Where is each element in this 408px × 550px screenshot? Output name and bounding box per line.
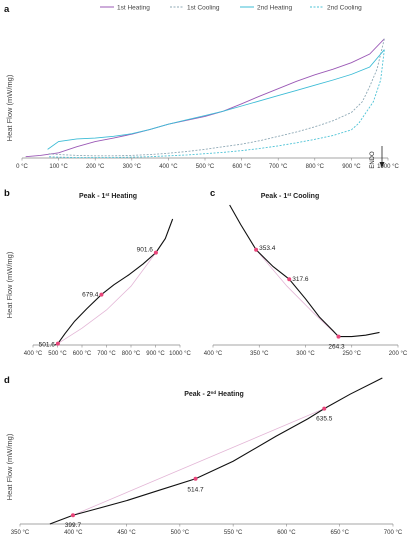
panel-a-tick-label: 200 °C (86, 164, 105, 170)
panel-b-baseline (57, 252, 157, 344)
panel-c-plot: 400 °C 350 °C 300 °C 250 °C 200 °C 353.4 317.6… (204, 204, 408, 357)
panel-a-tick-label: 1000 °C (377, 164, 399, 170)
panel-b-peak-point (99, 292, 104, 297)
panel-a-tick-label: 300 °C (123, 164, 142, 170)
series-line-2 (47, 38, 385, 157)
panel-d-baseline (72, 408, 325, 516)
panel-c-peak-point (254, 247, 259, 252)
panel-b: b Peak - 1st Heating Heat Flow (mW/mg) 4… (4, 188, 192, 357)
panel-d-plot: 350 °C 400 °C 450 °C 500 °C 550 °C 600 °C 650 … (11, 377, 403, 536)
panel-c: c Peak - 1st Cooling 400 °C 350 °C 300 °C 2… (204, 188, 408, 357)
panel-d-title: Peak - 2nd Heating (184, 390, 244, 399)
panel-c-tick-label: 300 °C (296, 351, 315, 357)
series-line-3 (47, 49, 385, 150)
legend-label: 1st Heating (117, 5, 150, 12)
panel-a-legend: 1st Heating 1st Cooling 2nd Heating 2nd Coo… (100, 5, 362, 12)
panel-a: a 1st Heating 1st Cooling 2nd Heating 2nd C… (4, 4, 400, 170)
panel-a-tick-label: 900 °C (342, 164, 361, 170)
panel-d-letter: d (4, 375, 10, 386)
panel-b-tick-label: 600 °C (73, 351, 92, 357)
panel-a-tick-label: 700 °C (269, 164, 288, 170)
series-line-4 (47, 49, 385, 159)
panel-b-curve (54, 218, 174, 346)
panel-b-tick-label: 500 °C (48, 351, 67, 357)
panel-d-tick-label: 650 °C (331, 530, 350, 536)
panel-a-tick-label: 500 °C (196, 164, 215, 170)
panel-b-ylabel: Heat Flow (mW/mg) (5, 251, 14, 318)
panel-a-tick-label: 600 °C (232, 164, 251, 170)
panel-a-ylabel: Heat Flow (mW/mg) (5, 74, 14, 141)
panel-b-point-label: 901.6 (137, 247, 154, 254)
panel-c-baseline (255, 249, 339, 337)
endo-indicator: ENDO (370, 146, 385, 169)
panel-c-point-label: 264.3 (328, 344, 345, 351)
endo-arrow-icon (379, 162, 385, 168)
panel-b-tick-label: 1000 °C (169, 351, 191, 357)
endo-label: ENDO (370, 151, 376, 169)
panel-d-point-label: 635.5 (316, 416, 333, 423)
panel-d-point-label: 514.7 (187, 487, 204, 494)
panel-c-peak-point (287, 277, 292, 282)
panel-a-tick-label: 0 °C (16, 164, 28, 170)
panel-d-tick-label: 400 °C (64, 530, 83, 536)
panel-b-plot: 400 °C 500 °C 600 °C 700 °C 800 °C 900 °C 1000… (24, 218, 192, 357)
panel-c-peak-point (336, 334, 341, 339)
panel-d-ylabel: Heat Flow (mW/mg) (5, 433, 14, 500)
panel-b-peak-point (55, 341, 60, 346)
panel-d-peak-point (322, 406, 327, 411)
panel-d-peak-point (70, 513, 75, 518)
panel-d-curve (49, 377, 383, 525)
panel-a-tick-label: 800 °C (306, 164, 325, 170)
panel-b-title: Peak - 1st Heating (79, 192, 137, 201)
panel-c-tick-label: 250 °C (343, 351, 362, 357)
legend-label: 2nd Heating (257, 5, 292, 12)
panel-c-tick-label: 200 °C (389, 351, 408, 357)
panel-d-tick-label: 450 °C (117, 530, 136, 536)
panel-c-point-label: 353.4 (259, 245, 276, 252)
panel-d-tick-label: 350 °C (11, 530, 30, 536)
panel-d: d Peak - 2nd Heating Heat Flow (mW/mg) 3… (4, 375, 403, 536)
panel-b-tick-label: 900 °C (146, 351, 165, 357)
panel-c-title: Peak - 1st Cooling (261, 192, 319, 201)
panel-a-plot: 0 °C 100 °C 200 °C 300 °C 400 °C 500 °C 600 °C… (16, 38, 400, 170)
panel-b-tick-label: 800 °C (122, 351, 141, 357)
panel-c-tick-label: 350 °C (250, 351, 269, 357)
panel-a-tick-label: 100 °C (49, 164, 68, 170)
panel-c-point-label: 317.6 (292, 276, 309, 283)
panel-d-tick-label: 600 °C (277, 530, 296, 536)
panel-b-peak-point (153, 250, 158, 255)
panel-c-letter: c (210, 188, 215, 199)
panel-a-tick-label: 400 °C (159, 164, 178, 170)
panel-c-curve (229, 204, 380, 338)
series-line-1 (25, 38, 385, 158)
panel-d-tick-label: 700 °C (384, 530, 403, 536)
panel-b-point-label: 501.6 (39, 342, 56, 349)
panel-b-letter: b (4, 188, 10, 199)
panel-b-tick-label: 700 °C (97, 351, 116, 357)
panel-d-tick-label: 500 °C (171, 530, 190, 536)
panel-a-letter: a (4, 4, 10, 15)
panel-c-tick-label: 400 °C (204, 351, 223, 357)
legend-label: 2nd Cooling (327, 5, 362, 12)
panel-d-point-label: 399.7 (65, 522, 82, 529)
legend-label: 1st Cooling (187, 5, 220, 12)
panel-d-peak-point (193, 476, 198, 481)
panel-d-tick-label: 550 °C (224, 530, 243, 536)
panel-b-point-label: 679.4 (82, 292, 99, 299)
panel-b-tick-label: 400 °C (24, 351, 43, 357)
